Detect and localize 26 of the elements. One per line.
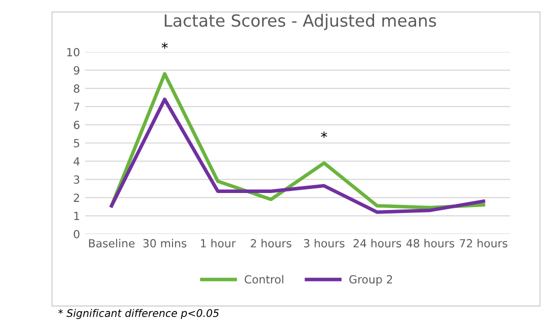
y-tick-label: 7 [74,102,80,111]
annotation: * [321,132,328,138]
text: * Significant difference p<0.05 [58,308,219,320]
x-tick-label: 48 hours [406,238,454,248]
annotation: * [162,42,168,49]
line-series [110,98,486,214]
x-tick-label: 72 hours [460,238,508,248]
y-tick-label: 2 [74,194,80,202]
y-tick-label: 10 [67,48,80,56]
y-tick-label: 3 [74,175,80,184]
x-tick-label: 24 hours [354,238,402,248]
y-tick-label: 1 [74,212,80,220]
legend-label: Control [244,274,284,284]
y-tick-label: 6 [74,120,80,130]
y-tick-label: 5 [74,139,80,148]
x-tick-label: Baseline [89,238,135,248]
x-tick-label: 1 hour [201,238,236,248]
y-tick-label: 9 [74,66,80,75]
y-tick-label: 4 [74,157,80,166]
y-tick-label: 0 [74,230,80,238]
legend-label: Group 2 [349,275,392,286]
chart-title: Lactate Scores - Adjusted means [164,14,436,30]
x-tick-label: 2 hours [250,238,292,248]
x-tick-label: 30 mins [143,238,186,248]
x-tick-label: 3 hours [304,238,344,248]
y-tick-label: 8 [74,84,80,93]
